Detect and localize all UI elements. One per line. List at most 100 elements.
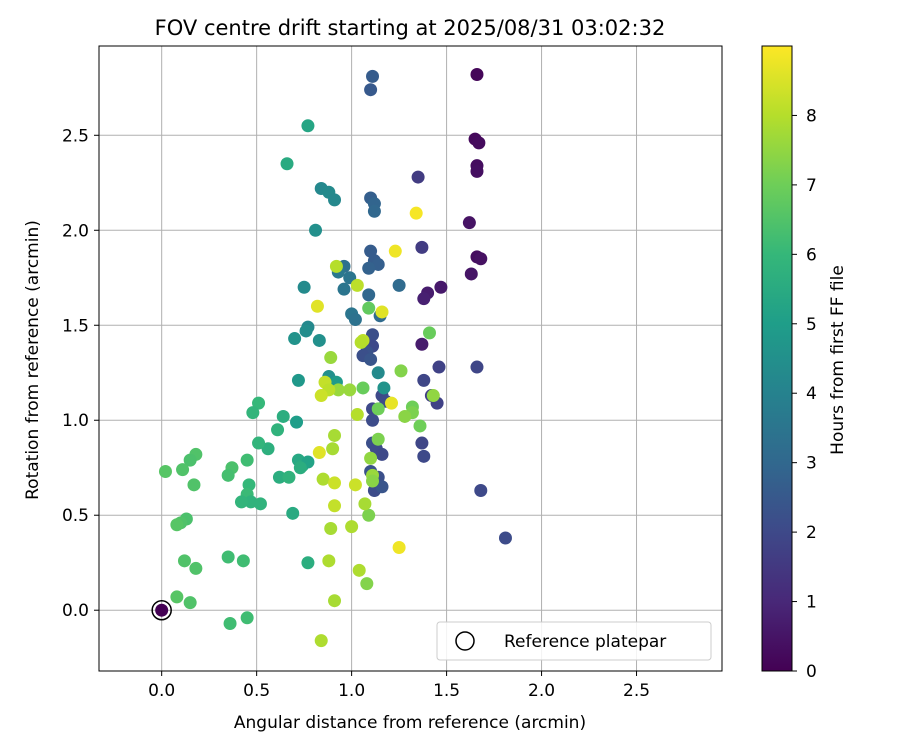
data-point [272,470,286,484]
data-point [415,240,429,254]
data-point [348,478,362,492]
data-point [350,408,364,422]
data-point [291,373,305,387]
data-point [350,278,364,292]
data-point [417,292,431,306]
colorbar-tick-label: 1 [806,593,817,613]
data-point [288,332,302,346]
colorbar-tick-label: 5 [806,315,817,335]
data-point [337,282,351,296]
data-point [329,259,343,273]
data-point [280,157,294,171]
data-point [366,69,380,83]
data-point [352,563,366,577]
data-point [398,409,412,423]
data-point [183,596,197,610]
data-point [328,499,342,513]
reference-platepar-marker [151,599,172,621]
data-point [328,428,342,442]
data-point [354,335,368,349]
data-point [177,554,191,568]
data-point [345,520,359,534]
data-point [240,453,254,467]
data-point [474,484,488,498]
x-tick-label: 2.0 [528,681,555,701]
data-point [328,594,342,608]
data-point [253,497,267,511]
data-point [417,449,431,463]
colorbar-tick-label: 6 [806,245,817,265]
data-point [158,465,172,479]
y-tick-label: 1.0 [62,411,89,431]
data-point [223,617,237,631]
data-point [360,577,374,591]
data-point [364,451,378,465]
colorbar-tick-label: 3 [806,454,817,474]
data-point [464,267,478,281]
colorbar-tick-label: 7 [806,176,817,196]
data-point [371,402,385,416]
data-point [324,351,338,365]
data-point [314,389,328,403]
x-tick-label: 2.5 [623,681,650,701]
x-tick-label: 0.0 [148,681,175,701]
data-point [472,136,486,150]
data-point [432,360,446,374]
data-point [326,442,340,456]
x-axis-ticks: 0.0 0.5 1.0 1.5 2.0 2.5 [148,671,650,701]
x-axis-label: Angular distance from reference (arcmin) [234,713,586,733]
data-point [371,366,385,380]
data-point [364,352,378,366]
data-point [234,495,248,509]
data-point [276,409,290,423]
y-axis-label: Rotation from reference (arcmin) [23,220,43,500]
colorbar-ticks: 0 1 2 3 4 5 6 7 8 [792,106,817,682]
legend: Reference platepar [436,621,712,661]
data-point [375,447,389,461]
data-point [362,261,376,275]
data-point [236,554,250,568]
data-point [417,373,431,387]
y-tick-label: 2.5 [62,126,89,146]
data-point [362,508,376,522]
data-point [364,83,378,97]
data-point [366,413,380,427]
data-point [297,280,311,294]
colorbar-tick-label: 8 [806,106,817,126]
data-point [316,472,330,486]
data-point [377,381,391,395]
data-point [375,305,389,319]
data-point [309,223,323,237]
data-point [498,531,512,545]
data-point [328,476,342,490]
y-tick-label: 1.5 [62,316,89,336]
colorbar-tick-label: 4 [806,384,817,404]
data-point [474,252,488,266]
data-point [371,432,385,446]
data-point [375,480,389,494]
data-point [356,381,370,395]
data-point [415,436,429,450]
data-point [271,423,285,437]
data-point [221,468,235,482]
legend-box [436,621,712,661]
data-point [290,415,304,429]
data-point [252,396,266,410]
data-point [462,216,476,230]
data-point [362,301,376,315]
data-point [392,278,406,292]
data-point [470,164,484,178]
data-point [409,206,423,220]
data-point [176,463,190,477]
data-point [331,383,345,397]
data-point [394,364,408,378]
data-point [470,360,484,374]
x-tick-label: 1.0 [338,681,365,701]
data-point [314,634,328,648]
data-point [415,337,429,351]
data-point [411,170,425,184]
reference-point-fill [155,603,169,617]
data-point [324,522,338,536]
data-point [413,419,427,433]
colorbar-tick-label: 0 [806,662,817,682]
